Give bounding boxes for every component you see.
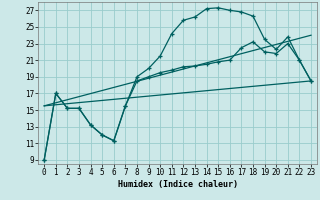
- X-axis label: Humidex (Indice chaleur): Humidex (Indice chaleur): [118, 180, 238, 189]
